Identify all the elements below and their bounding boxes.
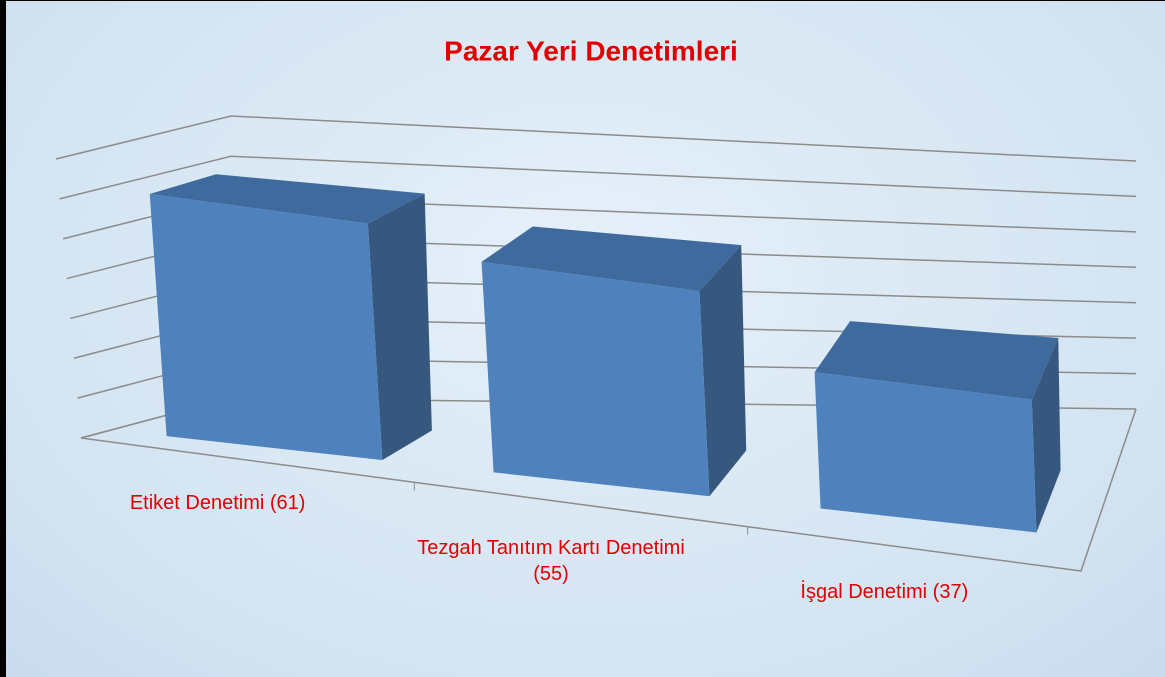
bar-side	[367, 193, 432, 461]
bar-side	[1031, 337, 1061, 533]
x-tick-label: İşgal Denetimi (37)	[800, 580, 969, 603]
bar-top	[481, 226, 742, 291]
bar-top	[814, 321, 1059, 400]
bar-side	[699, 245, 747, 497]
bar	[481, 261, 710, 497]
grid-line	[55, 115, 1137, 162]
bar	[149, 193, 383, 461]
chart: Pazar Yeri Denetimleri	[55, 35, 1137, 572]
x-tick-label: Etiket Denetimi (61)	[129, 492, 306, 515]
bar-top	[149, 174, 425, 224]
chart-title: Pazar Yeri Denetimleri	[444, 35, 738, 66]
bar	[814, 372, 1037, 533]
x-tick-label: Tezgah Tanıtım Kartı Denetimi (55)	[417, 536, 685, 585]
grid-line	[59, 155, 1137, 200]
